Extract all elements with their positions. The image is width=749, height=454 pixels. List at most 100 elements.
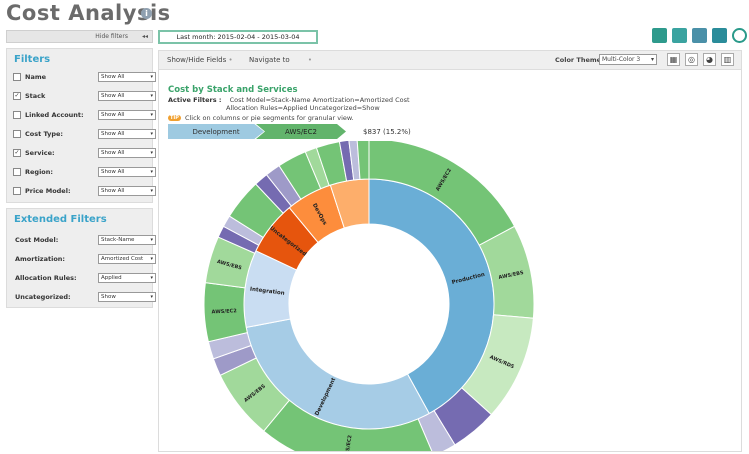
- breadcrumb-label: Development: [192, 127, 240, 136]
- sunburst-view-icon[interactable]: ◎: [685, 53, 698, 66]
- breadcrumb-development[interactable]: Development: [168, 124, 264, 139]
- filter-label: Cost Type:: [25, 130, 64, 138]
- hide-filters-label: Hide filters: [95, 33, 128, 40]
- navigate-to-menu[interactable]: Navigate to •: [249, 56, 312, 64]
- service-label: AWS/EC2: [211, 308, 237, 315]
- breadcrumb-aws-ec2[interactable]: AWS/EC2: [256, 124, 346, 139]
- filter-checkbox[interactable]: ✓: [13, 92, 21, 100]
- filter-label: Service:: [25, 149, 55, 157]
- filter-checkbox[interactable]: [13, 187, 21, 195]
- filter-select[interactable]: Show All ▾: [98, 110, 156, 120]
- save-icon[interactable]: [712, 28, 727, 43]
- filter-row: Cost Type: Show All ▾: [13, 128, 156, 140]
- chart-title: Cost by Stack and Services: [168, 85, 298, 95]
- chevron-down-icon: ▾: [150, 275, 153, 281]
- filter-select-value: Show All: [101, 74, 125, 80]
- hide-filters-button[interactable]: Hide filters ◂◂: [6, 30, 153, 43]
- filter-row: ✓ Stack Show All ▾: [13, 90, 156, 102]
- date-range-picker[interactable]: Last month: 2015-02-04 - 2015-03-04: [158, 30, 318, 44]
- chevron-down-icon: ▾: [150, 131, 153, 137]
- extended-filter-row: Cost Model: Stack-Name ▾: [13, 234, 156, 246]
- extended-filter-value: Show: [101, 294, 116, 300]
- pdf-export-icon[interactable]: [652, 28, 667, 43]
- chevron-down-icon: ▾: [150, 169, 153, 175]
- chevron-down-icon: ▾: [150, 74, 153, 80]
- filter-select-value: Show All: [101, 169, 125, 175]
- filter-select[interactable]: Show All ▾: [98, 72, 156, 82]
- filter-label: Stack: [25, 92, 46, 100]
- service-segment[interactable]: [356, 141, 370, 180]
- filter-select-value: Show All: [101, 188, 125, 194]
- extended-filter-row: Amortization: Amortized Cost ▾: [13, 253, 156, 265]
- filter-row: Name Show All ▾: [13, 71, 156, 83]
- table-view-icon[interactable]: ▦: [667, 53, 680, 66]
- chart-toolbar: Show/Hide Fields • Navigate to • Color T…: [159, 51, 741, 70]
- extended-filter-select[interactable]: Stack-Name ▾: [98, 235, 156, 245]
- export-toolbar: [652, 28, 747, 43]
- filter-row: ✓ Service: Show All ▾: [13, 147, 156, 159]
- dropdown-caret-icon: •: [307, 56, 313, 64]
- hint-label: Click on columns or pie segments for gra…: [184, 114, 354, 122]
- pie-view-icon[interactable]: ◕: [703, 53, 716, 66]
- extended-filter-select[interactable]: Amortized Cost ▾: [98, 254, 156, 264]
- filter-label: Region:: [25, 168, 53, 176]
- extended-filter-label: Uncategorized:: [15, 293, 71, 301]
- extended-filter-row: Uncategorized: Show ▾: [13, 291, 156, 303]
- chevron-down-icon: ▾: [150, 237, 153, 243]
- chevron-down-icon: ▾: [150, 93, 153, 99]
- excel-export-icon[interactable]: [692, 28, 707, 43]
- filter-select[interactable]: Show All ▾: [98, 129, 156, 139]
- extended-filters-heading: Extended Filters: [14, 214, 107, 225]
- extended-filter-label: Cost Model:: [15, 236, 59, 244]
- filter-label: Linked Account:: [25, 111, 84, 119]
- filter-select[interactable]: Show All ▾: [98, 148, 156, 158]
- chevron-down-icon: ▾: [150, 256, 153, 262]
- color-theme-select[interactable]: Multi-Color 3 ▾: [599, 54, 657, 65]
- filter-select[interactable]: Show All ▾: [98, 167, 156, 177]
- filter-checkbox[interactable]: [13, 111, 21, 119]
- filter-checkbox[interactable]: ✓: [13, 149, 21, 157]
- info-icon[interactable]: i: [141, 8, 152, 19]
- filter-row: Price Model: Show All ▾: [13, 185, 156, 197]
- dropdown-caret-icon: •: [228, 56, 233, 64]
- csv-export-icon[interactable]: [672, 28, 687, 43]
- active-filters-line1: Cost Model=Stack-Name Amortization=Amort…: [229, 96, 410, 104]
- schedule-clock-icon[interactable]: [732, 28, 747, 43]
- chevron-down-icon: ▾: [150, 188, 153, 194]
- filter-select-value: Show All: [101, 93, 125, 99]
- filter-select-value: Show All: [101, 150, 125, 156]
- extended-filter-row: Allocation Rules: Applied ▾: [13, 272, 156, 284]
- filter-select-value: Show All: [101, 112, 125, 118]
- color-theme-value: Multi-Color 3: [602, 56, 641, 63]
- extended-filter-select[interactable]: Show ▾: [98, 292, 156, 302]
- sunburst-chart[interactable]: ProductionDevelopmentIntegrationUncatego…: [159, 141, 741, 451]
- filter-label: Price Model:: [25, 187, 71, 195]
- filter-select[interactable]: Show All ▾: [98, 186, 156, 196]
- filter-checkbox[interactable]: [13, 168, 21, 176]
- stack-label: Integration: [250, 286, 285, 296]
- extended-filter-select[interactable]: Applied ▾: [98, 273, 156, 283]
- filter-checkbox[interactable]: [13, 130, 21, 138]
- active-filters: Active Filters : Cost Model=Stack-Name A…: [168, 96, 410, 112]
- extended-filter-label: Amortization:: [15, 255, 66, 263]
- tip-badge-icon: TIP: [168, 115, 181, 121]
- active-filters-label: Active Filters :: [168, 96, 222, 104]
- filter-label: Name: [25, 73, 47, 81]
- active-filters-line2: Allocation Rules=Applied Uncategorized=S…: [226, 104, 380, 112]
- chevron-down-icon: ▾: [150, 294, 153, 300]
- filter-select-value: Show All: [101, 131, 125, 137]
- bar-view-icon[interactable]: ▥: [721, 53, 734, 66]
- service-label: AWS/EC2: [344, 434, 354, 451]
- filter-select[interactable]: Show All ▾: [98, 91, 156, 101]
- show-hide-fields-menu[interactable]: Show/Hide Fields •: [167, 56, 233, 64]
- extended-filter-value: Stack-Name: [101, 237, 135, 243]
- extended-filters-panel: Extended Filters Cost Model: Stack-Name ▾ A…: [6, 208, 156, 308]
- filter-checkbox[interactable]: [13, 73, 21, 81]
- color-theme-label: Color Theme: [555, 56, 602, 64]
- show-hide-fields-label: Show/Hide Fields: [167, 56, 227, 64]
- chevron-down-icon: ▾: [150, 112, 153, 118]
- navigate-to-label: Navigate to: [249, 56, 290, 64]
- service-label: AWS/EBS: [498, 270, 524, 281]
- extended-filter-value: Applied: [101, 275, 122, 281]
- filters-panel: Filters Name Show All ▾ ✓ Stack Show All ▾ Link…: [6, 48, 156, 203]
